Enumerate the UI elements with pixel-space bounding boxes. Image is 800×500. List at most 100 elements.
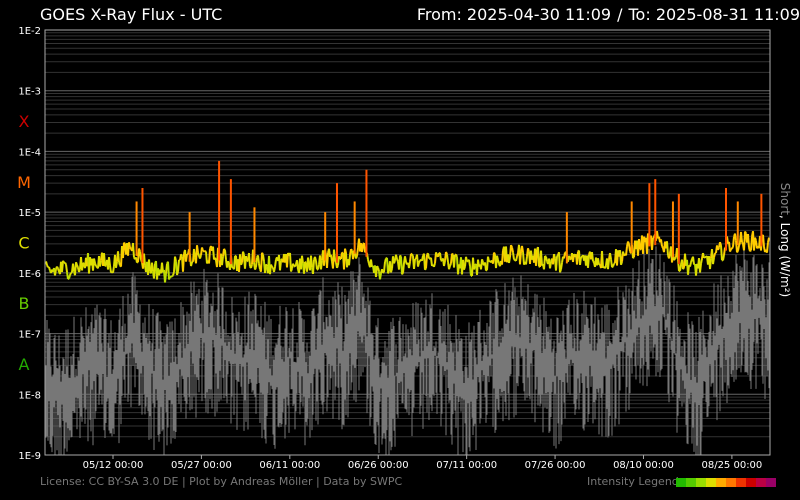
long-series-segment xyxy=(227,260,230,266)
long-series-segment xyxy=(76,264,79,268)
long-series-segment xyxy=(185,253,188,262)
long-series-segment xyxy=(48,266,51,271)
long-series-segment xyxy=(568,255,571,260)
legend-swatch xyxy=(706,478,716,487)
long-series-segment xyxy=(427,253,430,259)
long-series-segment xyxy=(164,273,167,283)
long-series-segment xyxy=(652,236,655,239)
long-series-segment xyxy=(153,263,156,279)
long-series-segment xyxy=(290,268,293,272)
x-tick-label: 06/11 00:00 xyxy=(259,460,320,471)
long-series-segment xyxy=(340,252,343,260)
long-series-segment xyxy=(333,249,336,260)
long-series-segment xyxy=(537,247,540,267)
long-series-segment xyxy=(592,260,595,263)
long-series-segment xyxy=(413,258,416,270)
long-series-segment xyxy=(78,268,81,273)
short-series xyxy=(45,246,770,455)
long-series-segment xyxy=(497,259,500,264)
long-series-segment xyxy=(383,261,386,273)
long-series-segment xyxy=(62,260,65,264)
long-series-segment xyxy=(199,254,202,259)
long-series-segment xyxy=(303,261,306,274)
long-series-segment xyxy=(681,259,684,270)
long-series-segment xyxy=(450,253,453,264)
long-series-segment xyxy=(601,250,604,268)
long-series-segment xyxy=(355,255,358,259)
long-series-segment xyxy=(122,242,125,259)
long-series-segment xyxy=(64,262,67,265)
long-series-segment xyxy=(386,257,389,274)
long-series-segment xyxy=(69,272,72,276)
long-series-segment xyxy=(350,248,353,252)
long-series-segment xyxy=(535,249,538,266)
long-series-segment xyxy=(738,242,741,246)
long-series-segment xyxy=(57,268,60,273)
long-series-segment xyxy=(66,271,69,280)
long-series-segment xyxy=(512,252,515,260)
long-series-segment xyxy=(443,260,446,267)
long-series-segment xyxy=(132,242,135,258)
long-series-segment xyxy=(453,254,456,268)
long-series-segment xyxy=(563,252,566,259)
long-series-segment xyxy=(435,251,438,256)
long-series-segment xyxy=(723,247,726,256)
long-series-segment xyxy=(466,260,469,263)
y-tick-label: 1E-8 xyxy=(18,390,41,401)
long-series-segment xyxy=(734,233,737,241)
long-series-segment xyxy=(56,266,59,269)
x-tick-label: 07/26 00:00 xyxy=(525,460,586,471)
long-series-segment xyxy=(399,254,402,258)
long-series-segment xyxy=(201,247,204,252)
long-series-segment xyxy=(248,252,251,267)
time-range: From: 2025-04-30 11:09 / To: 2025-08-31 11… xyxy=(417,5,800,24)
long-series-segment xyxy=(749,249,752,253)
long-series-segment xyxy=(747,233,750,248)
from-label: From: 2025-04-30 11:09 xyxy=(416,5,612,24)
long-series-segment xyxy=(296,260,299,270)
long-series-segment xyxy=(138,248,141,252)
y-tick-label: 1E-3 xyxy=(18,87,41,98)
long-series-segment xyxy=(743,231,746,251)
y-tick-label: 1E-5 xyxy=(18,208,41,219)
long-series xyxy=(45,230,770,283)
long-series-segment xyxy=(493,252,496,255)
long-series-segment xyxy=(93,258,96,264)
long-series-segment xyxy=(338,255,341,260)
x-tick-label: 08/10 00:00 xyxy=(613,460,674,471)
long-series-segment xyxy=(666,241,669,256)
long-series-segment xyxy=(242,251,245,256)
long-series-segment xyxy=(510,244,513,248)
long-series-segment xyxy=(172,271,175,276)
long-series-segment xyxy=(613,262,616,265)
y-label-long: Long (W/m²) xyxy=(778,222,792,298)
y-tick-label: 1E-9 xyxy=(18,451,41,462)
legend-swatch xyxy=(726,478,736,487)
long-series-segment xyxy=(651,237,654,251)
long-series-segment xyxy=(65,264,68,273)
long-series-segment xyxy=(597,258,600,265)
long-series-segment xyxy=(401,272,404,275)
intensity-legend-label: Intensity Legend xyxy=(587,475,679,488)
long-series-segment xyxy=(559,268,562,273)
long-series-segment xyxy=(625,246,628,256)
long-series-segment xyxy=(521,245,524,253)
long-series-segment xyxy=(193,248,196,258)
y-tick-label: 1E-2 xyxy=(18,26,41,37)
long-series-segment xyxy=(221,256,224,266)
long-series-segment xyxy=(703,256,706,259)
long-series-segment xyxy=(208,248,211,264)
long-series-segment xyxy=(139,251,142,260)
long-series-segment xyxy=(628,244,631,252)
long-series-segment xyxy=(224,249,227,260)
long-series-segment xyxy=(732,236,735,247)
y-tick-label: 1E-4 xyxy=(18,147,41,158)
chart-title: GOES X-Ray Flux - UTC xyxy=(40,5,223,24)
long-series-segment xyxy=(553,253,556,259)
long-series-segment xyxy=(674,256,677,260)
long-series-segment xyxy=(292,263,295,267)
long-series-segment xyxy=(661,245,664,249)
long-series-segment xyxy=(433,262,436,268)
long-series-segment xyxy=(463,266,466,271)
long-series-segment xyxy=(679,264,682,271)
